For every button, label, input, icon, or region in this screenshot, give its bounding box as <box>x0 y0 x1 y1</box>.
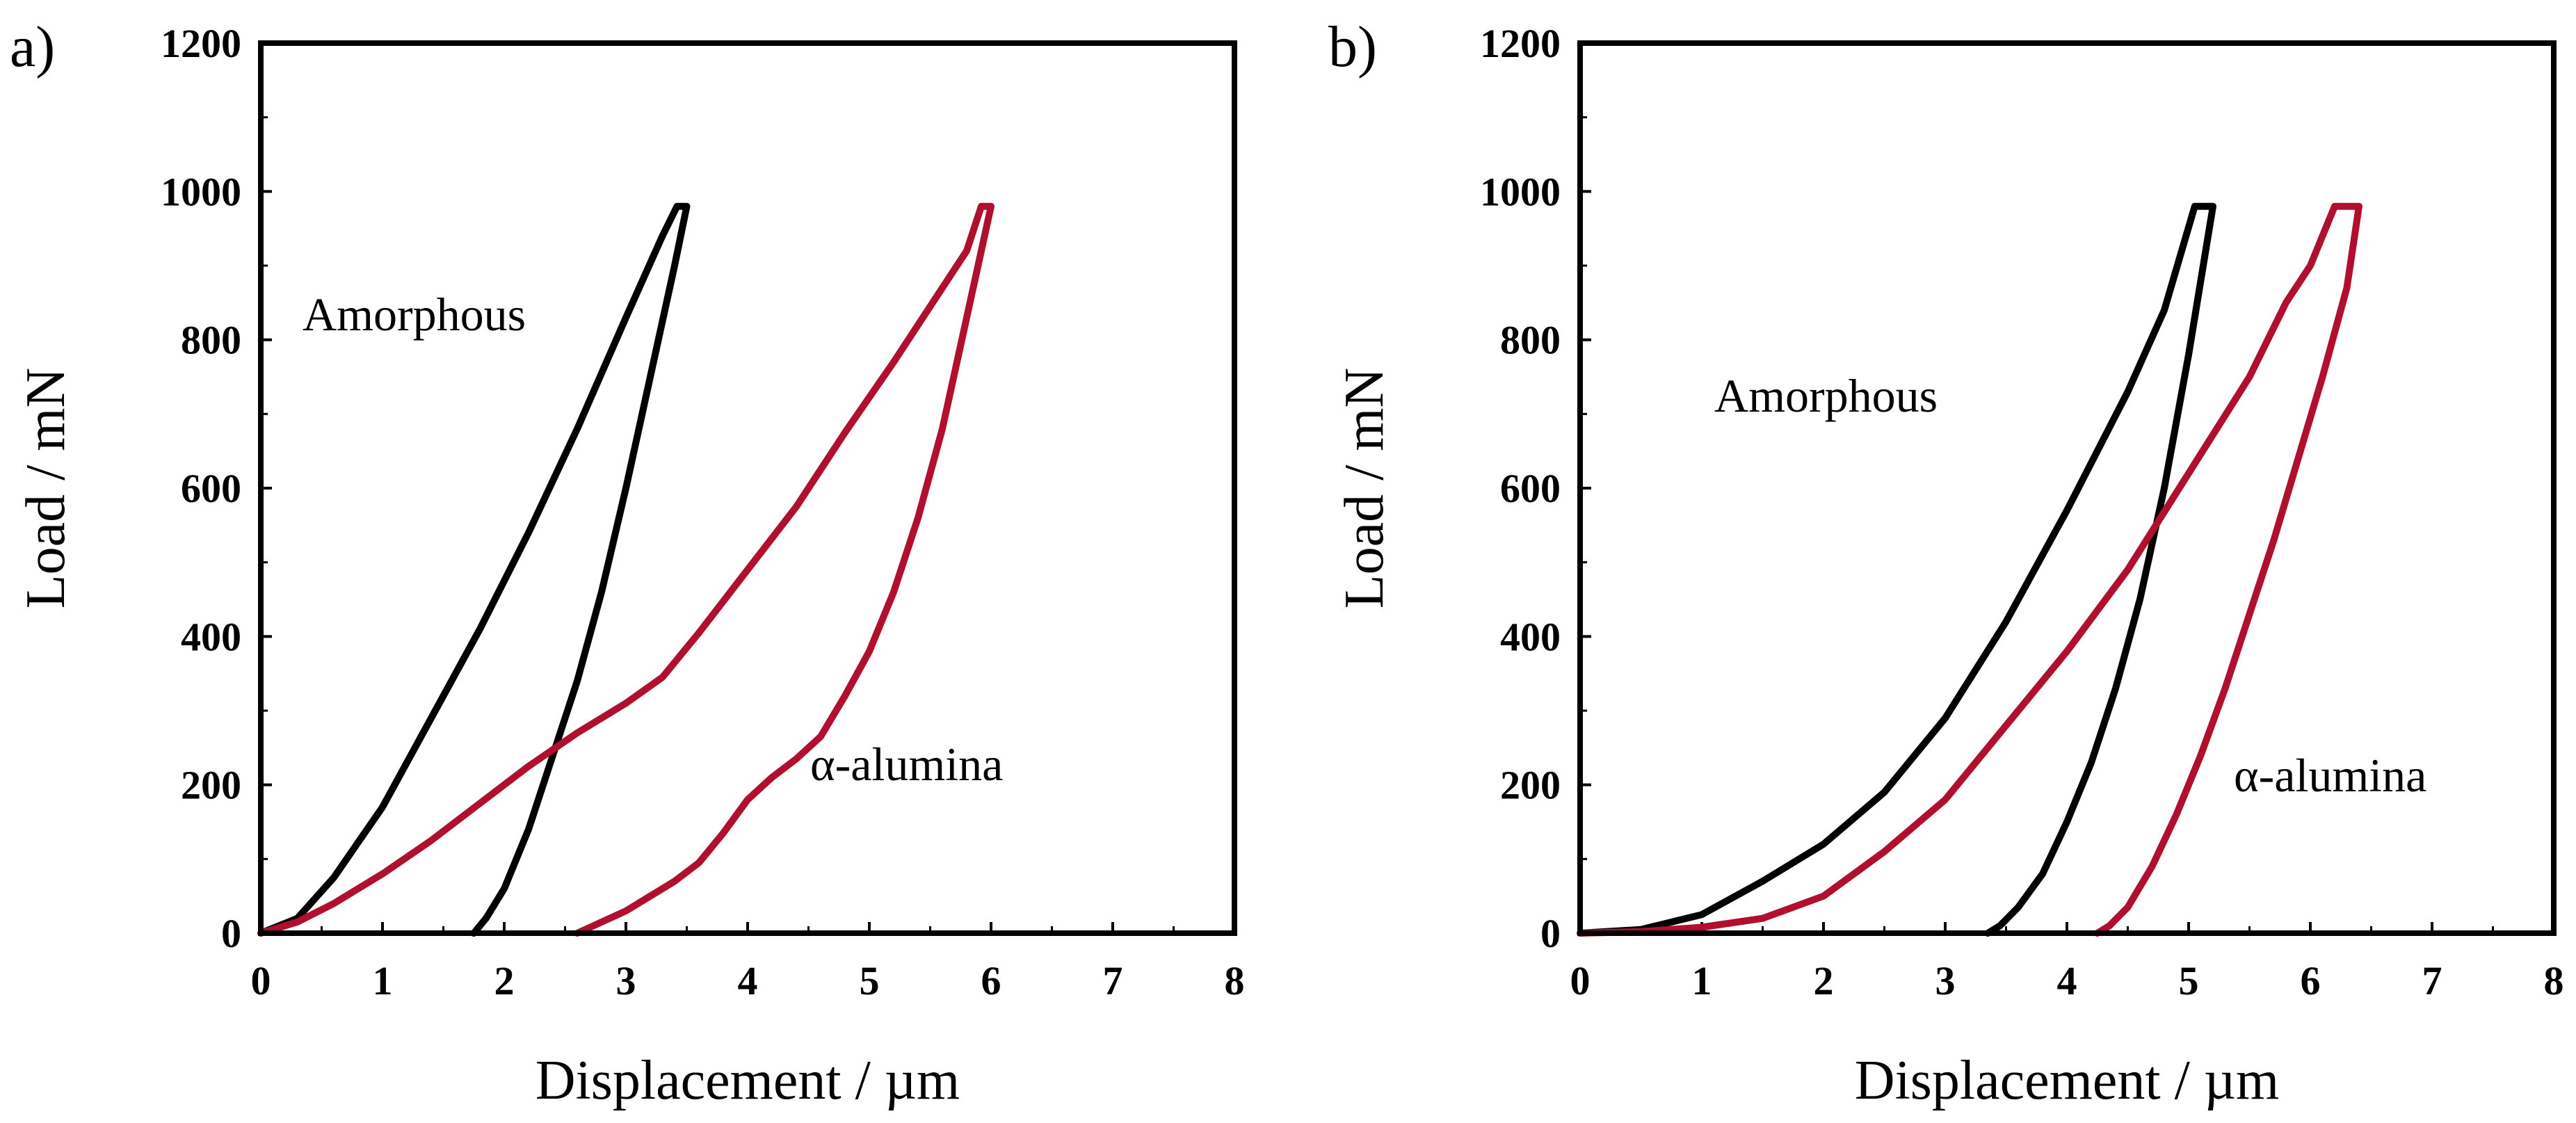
x-tick-label: 7 <box>1103 958 1123 1003</box>
x-tick-label: 6 <box>981 958 1001 1003</box>
series-line-alpha-alumina <box>1577 202 2362 937</box>
annotation-amorphous: Amorphous <box>1714 369 1938 422</box>
annotation-alpha-alumina: α-alumina <box>810 738 1003 791</box>
plot-frame <box>258 40 1237 936</box>
x-tick-label: 8 <box>2544 958 2564 1003</box>
x-tick-label: 3 <box>1935 958 1956 1003</box>
curves-b <box>1577 202 2362 937</box>
y-axis-title: Load / mN <box>15 368 77 609</box>
x-axis-title: Displacement / µm <box>536 1050 960 1111</box>
series-line-amorphous <box>1577 202 2216 937</box>
x-axis-title: Displacement / µm <box>1855 1050 2279 1111</box>
x-tick-label: 0 <box>1570 958 1591 1003</box>
x-tick-label: 4 <box>738 958 758 1003</box>
y-tick-label: 400 <box>181 614 241 659</box>
x-tick-label: 2 <box>1814 958 1834 1003</box>
y-tick-label: 0 <box>1540 911 1561 956</box>
x-tick-label: 8 <box>1225 958 1245 1003</box>
x-tick-label: 2 <box>494 958 515 1003</box>
tick-labels-b: 0 1 2 3 4 5 6 7 8 0 200 400 600 800 1000 1200 <box>1480 21 2564 1003</box>
x-tick-label: 5 <box>860 958 880 1003</box>
y-tick-label: 800 <box>181 318 241 363</box>
plot-frame <box>1577 40 2557 936</box>
series-line-alpha-alumina <box>257 202 995 937</box>
panel-label: b) <box>1328 15 1377 79</box>
series-line-amorphous <box>257 202 691 937</box>
annotation-amorphous: Amorphous <box>303 288 526 341</box>
y-tick-label: 200 <box>181 763 241 808</box>
y-tick-label: 1000 <box>161 169 241 214</box>
x-tick-label: 5 <box>2179 958 2199 1003</box>
y-tick-label: 400 <box>1500 614 1561 659</box>
x-tick-label: 4 <box>2057 958 2077 1003</box>
y-tick-label: 0 <box>221 911 241 956</box>
y-tick-label: 600 <box>1500 466 1561 511</box>
y-tick-label: 1200 <box>161 21 241 66</box>
y-axis-title: Load / mN <box>1334 368 1395 609</box>
panel-label: a) <box>10 15 55 79</box>
curves-a <box>257 202 995 937</box>
panel-a: a) 0 1 2 3 4 5 6 7 8 0 200 400 600 800 1000 1200 Amorph… <box>10 15 1245 1111</box>
y-tick-label: 600 <box>181 466 241 511</box>
x-tick-label: 0 <box>251 958 271 1003</box>
x-tick-label: 1 <box>373 958 393 1003</box>
x-tick-label: 1 <box>1692 958 1712 1003</box>
y-tick-label: 200 <box>1500 763 1561 808</box>
y-tick-label: 800 <box>1500 318 1561 363</box>
x-tick-label: 3 <box>616 958 636 1003</box>
tick-labels-a: 0 1 2 3 4 5 6 7 8 0 200 400 600 800 1000 1200 <box>161 21 1245 1003</box>
x-tick-label: 7 <box>2422 958 2442 1003</box>
annotation-alpha-alumina: α-alumina <box>2234 749 2426 802</box>
y-tick-label: 1200 <box>1480 21 1561 66</box>
y-tick-label: 1000 <box>1480 169 1561 214</box>
x-tick-label: 6 <box>2301 958 2321 1003</box>
panel-b: b) 0 1 2 3 4 5 6 7 8 0 200 400 600 800 1000 1200 Amorph… <box>1328 15 2564 1111</box>
